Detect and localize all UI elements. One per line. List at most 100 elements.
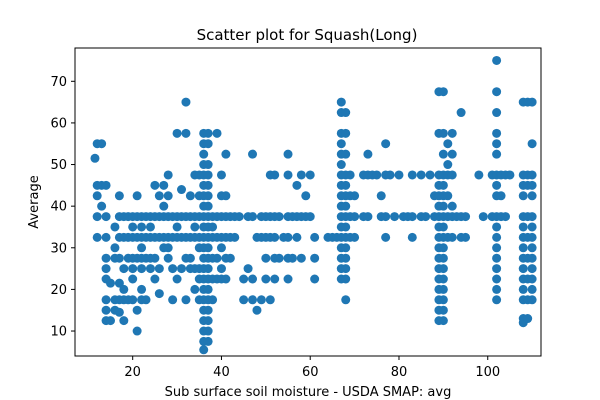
scatter-point [128,274,138,284]
scatter-point [283,149,293,159]
scatter-point [163,191,173,201]
scatter-point [137,264,147,274]
scatter-point [376,191,386,201]
scatter-point [225,253,235,263]
scatter-point [505,170,515,180]
scatter-point [447,170,457,180]
scatter-point [132,326,142,336]
scatter-point [447,201,457,211]
scatter-point [341,274,351,284]
scatter-point [341,108,351,118]
scatter-point [518,243,528,253]
scatter-point [101,212,111,222]
scatter-point [168,295,178,305]
scatter-point [363,212,373,222]
scatter-point [341,201,351,211]
x-axis-label: Sub surface soil moisture - USDA SMAP: a… [165,385,452,400]
scatter-point [492,274,502,284]
scatter-point [363,149,373,159]
scatter-point [310,274,320,284]
scatter-point [372,170,382,180]
scatter-point [243,264,253,274]
scatter-point [203,170,213,180]
scatter-point [203,336,213,346]
scatter-point [527,212,537,222]
scatter-point [177,264,187,274]
scatter-point [248,212,258,222]
scatter-point [261,274,271,284]
scatter-point [421,212,431,222]
scatter-point [407,212,417,222]
scatter-point [478,212,488,222]
scatter-point [256,295,266,305]
scatter-point [492,264,502,274]
scatter-point [492,295,502,305]
scatter-point [310,232,320,242]
scatter-point [310,253,320,263]
scatter-point [492,87,502,97]
scatter-point [185,253,195,263]
scatter-point [172,128,182,138]
scatter-point [101,253,111,263]
scatter-point [216,243,226,253]
scatter-point [216,264,226,274]
scatter-point [438,128,448,138]
scatter-point [341,222,351,232]
scatter-point [438,274,448,284]
scatter-point [492,108,502,118]
scatter-point [496,191,506,201]
scatter-point [248,295,258,305]
scatter-point [350,191,360,201]
scatter-point [416,170,426,180]
scatter-point [114,253,124,263]
scatter-point [177,185,187,195]
scatter-point [101,295,111,305]
scatter-point [203,180,213,190]
scatter-point [114,278,124,288]
scatter-point [114,191,124,201]
scatter-point [385,170,395,180]
scatter-point [97,139,107,149]
scatter-point [203,264,213,274]
scatter-point [492,149,502,159]
scatter-point [203,201,213,211]
scatter-point [492,139,502,149]
scatter-point [274,212,284,222]
scatter-point [443,191,453,201]
scatter-point [461,232,471,242]
scatter-point [203,284,213,294]
scatter-point [97,201,107,211]
scatter-point [203,326,213,336]
scatter-point [248,149,258,159]
scatter-point [447,128,457,138]
x-tick-label: 80 [391,365,408,380]
scatter-point [527,243,537,253]
chart-title: Scatter plot for Squash(Long) [197,26,418,44]
scatter-point [172,274,182,284]
scatter-point [270,274,280,284]
scatter-point [518,264,528,274]
scatter-point [527,253,537,263]
scatter-point [212,253,222,263]
scatter-point [381,139,391,149]
scatter-point [381,212,391,222]
scatter-point [527,191,537,201]
x-tick-label: 60 [302,365,319,380]
scatter-point [336,160,346,170]
scatter-point [90,153,100,163]
x-tick-label: 20 [124,365,141,380]
y-tick-label: 10 [50,325,67,340]
scatter-point [92,232,102,242]
scatter-point [181,295,191,305]
scatter-point [203,160,213,170]
scatter-point [265,295,275,305]
scatter-point [92,191,102,201]
scatter-point [527,232,537,242]
scatter-point [438,149,448,159]
scatter-point [341,253,351,263]
scatter-point [248,274,258,284]
scatter-point [443,139,453,149]
scatter-point [527,284,537,294]
scatter-point [208,222,218,232]
scatter-point [438,264,448,274]
